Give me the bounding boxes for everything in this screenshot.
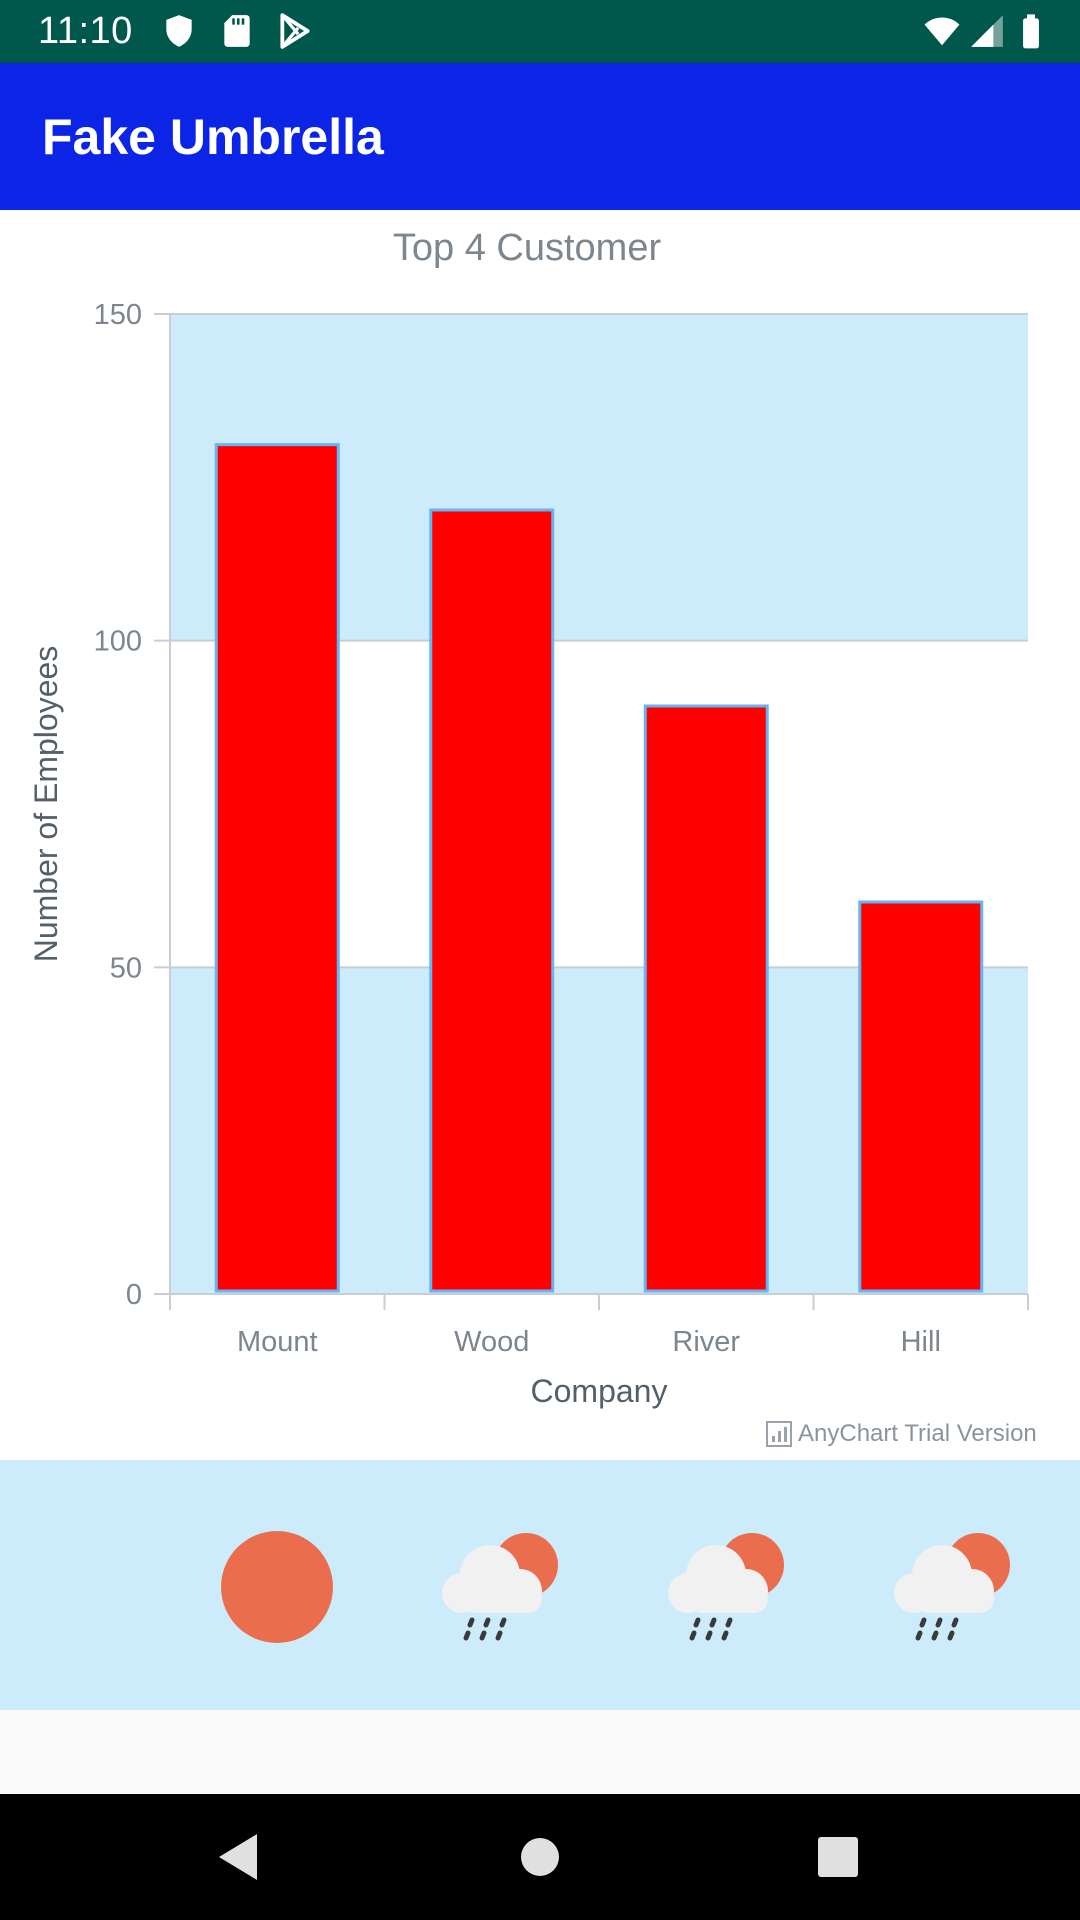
x-tick-label: River — [672, 1326, 740, 1358]
navigation-bar — [0, 1794, 1080, 1920]
battery-icon — [1023, 14, 1039, 49]
chart-credit-link[interactable]: AnyChart Trial Version — [798, 1420, 1037, 1447]
cloud-rain-sun-icon — [894, 1533, 1010, 1641]
play-store-icon — [280, 13, 310, 49]
y-tick-label: 150 — [94, 299, 142, 331]
y-tick-label: 100 — [94, 626, 142, 658]
chart-title: Top 4 Customer — [393, 227, 662, 269]
status-bar: 11:10 — [0, 0, 1080, 63]
bar-river — [643, 704, 769, 1293]
wifi-icon — [924, 17, 960, 46]
sun-icon — [221, 1531, 333, 1643]
chart-area: 0 50 100 150 Mount Wood River Hill Top 4 Custome… — [0, 210, 1080, 1460]
sd-card-icon — [224, 15, 250, 47]
cloud-rain-sun-icon — [668, 1533, 784, 1641]
bar-mount — [214, 443, 340, 1293]
weather-strip — [0, 1460, 1080, 1710]
cloud-rain-sun-icon — [442, 1533, 558, 1641]
x-tick-label: Wood — [454, 1326, 529, 1358]
x-tick-label: Mount — [237, 1326, 318, 1358]
y-axis-title: Number of Employees — [28, 646, 64, 963]
bar-wood — [429, 508, 555, 1293]
home-icon[interactable] — [507, 1824, 573, 1890]
app-bar: Fake Umbrella — [0, 63, 1080, 210]
chart-credit-icon — [766, 1421, 792, 1447]
shield-icon — [166, 15, 192, 47]
signal-icon — [971, 15, 1003, 47]
status-time: 11:10 — [38, 10, 133, 52]
recents-icon[interactable] — [805, 1824, 871, 1890]
x-tick-label: Hill — [901, 1326, 941, 1358]
back-icon[interactable] — [205, 1824, 271, 1890]
bar-hill — [858, 900, 984, 1293]
y-tick-label: 0 — [126, 1279, 142, 1311]
y-tick-label: 50 — [110, 952, 142, 984]
bar-chart: 0 50 100 150 Mount Wood River Hill Top 4 Custome… — [28, 227, 1037, 1447]
app-title: Fake Umbrella — [42, 109, 384, 165]
x-axis-title: Company — [531, 1373, 668, 1409]
